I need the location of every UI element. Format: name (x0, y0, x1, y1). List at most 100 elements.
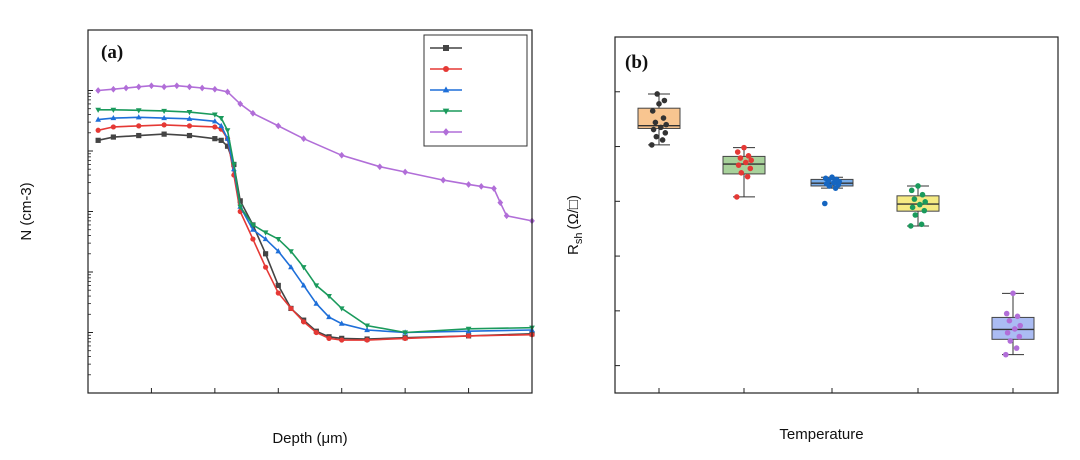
panel-b-data-point (919, 191, 926, 198)
panel-a-label: (a) (101, 42, 123, 63)
panel-a-data-point (250, 109, 256, 117)
panel-a-data-point (186, 115, 193, 121)
panel-b-data-point (1003, 351, 1009, 358)
panel-a-data-point (250, 236, 256, 242)
panel-b-data-point (822, 175, 829, 182)
panel-a-data-point (275, 237, 282, 243)
panel-b-data-point (1004, 329, 1011, 336)
panel-a-data-point (186, 132, 193, 139)
panel-b-data-point (1007, 338, 1014, 344)
panel-a-data-point (212, 124, 218, 130)
panel-b-data-point (650, 126, 657, 133)
panel-b-data-point (663, 121, 669, 128)
panel-b-data-point (1013, 345, 1020, 351)
panel-b-data-point (659, 137, 666, 143)
panel-a-data-point (326, 313, 332, 320)
panel-a-data-point (186, 109, 193, 116)
panel-a-data-point (376, 163, 383, 171)
panel-a-data-point (364, 323, 370, 329)
panel-a-data-point (218, 116, 225, 122)
panel-b-box-4 (991, 290, 1035, 358)
panel-b-data-point (918, 221, 925, 228)
panel-a-data-point (95, 116, 102, 122)
panel-b-y-axis-label-unit: (Ω/□) (565, 195, 582, 229)
panel-a-legend-entry (430, 108, 462, 115)
panel-b-data-point (741, 144, 747, 151)
panel-b-data-point (743, 159, 749, 166)
panel-b-data-point (911, 196, 918, 202)
panel-a-data-point (161, 108, 167, 115)
panel-b-plot-frame (614, 36, 1059, 394)
panel-b-y-axis-label-subscript: sh (573, 232, 585, 244)
panel-a-data-point (275, 290, 281, 296)
panel-a-data-point (224, 88, 231, 96)
panel-a-legend-marker (442, 108, 450, 115)
panel-a-data-point (212, 136, 218, 142)
panel-b-data-point (649, 108, 656, 114)
panel-a-data-point (465, 181, 472, 188)
panel-a-series-line (97, 133, 533, 340)
panel-a-data-point (135, 83, 142, 91)
panel-a-data-point (478, 183, 485, 190)
panel-a-data-point (402, 330, 409, 336)
panel-a-data-point (211, 118, 218, 124)
panel-b-data-point (921, 207, 928, 214)
panel-b-data-point (908, 187, 915, 194)
panel-a-data-point (110, 124, 116, 130)
panel-a-data-point (326, 293, 332, 300)
panel-b-data-point (912, 212, 919, 218)
panel-a-data-point (135, 108, 142, 114)
panel-a-x-axis-label: Depth (μm) (272, 430, 347, 447)
panel-a-legend-entry (430, 128, 462, 136)
panel-a-data-point (326, 335, 332, 341)
panel-a-data-point (263, 264, 269, 270)
panel-a-data-point (300, 282, 307, 288)
panel-b-data-point (833, 176, 840, 183)
panel-a-data-point (440, 176, 447, 184)
panel-a-series-line (97, 124, 533, 341)
panel-a-data-point (262, 230, 269, 236)
panel-a-data-point (275, 122, 282, 130)
panel-a-data-point (123, 84, 129, 92)
panel-b-data-point (922, 199, 928, 205)
panel-a-legend-entry (430, 45, 462, 51)
panel-b-x-axis-label: Temperature (779, 426, 863, 443)
panel-a-depth-profile-chart: (a) Depth (μm) N (cm-3) (18, 29, 535, 447)
panel-a-data-point (364, 337, 370, 343)
panel-a-series-line (98, 116, 533, 334)
panel-a-legend-marker (443, 45, 449, 51)
panel-b-box-3 (896, 183, 940, 229)
panel-b-data-point (1014, 313, 1021, 320)
panel-a-data-point (338, 151, 345, 159)
panel-a-data-point (465, 326, 472, 332)
panel-b-sheet-resistance-boxplot: (b) Temperature Rsh (Ω/□) (565, 36, 1059, 443)
panel-a-data-point (110, 107, 117, 113)
panel-a-legend-marker (442, 128, 450, 136)
panel-b-data-point (656, 101, 662, 107)
panel-a-data-point (288, 249, 294, 255)
panel-a-data-point (497, 199, 504, 207)
panel-b-data-point (735, 162, 742, 168)
panel-a-data-point (338, 320, 345, 326)
panel-a-data-point (218, 137, 224, 143)
panel-b-data-point (654, 91, 660, 97)
panel-b-box-1 (722, 144, 766, 200)
panel-b-data-point (652, 119, 659, 126)
panel-a-data-point (402, 168, 409, 176)
panel-a-data-point (224, 143, 231, 149)
panel-a-data-point (136, 123, 142, 129)
panel-b-data-point (917, 201, 923, 208)
panel-a-series-3 (95, 107, 535, 336)
panel-b-data-point (822, 200, 828, 207)
panel-a-data-point (173, 82, 180, 90)
panel-a-data-point (186, 123, 193, 129)
panel-b-data-point (737, 155, 744, 161)
panel-a-data-point (301, 319, 307, 325)
panel-a-data-point (95, 107, 102, 113)
panel-a-data-point (161, 131, 167, 137)
panel-a-data-point (95, 127, 101, 133)
panel-a-data-point (263, 251, 269, 257)
panel-a-data-point (275, 282, 281, 289)
